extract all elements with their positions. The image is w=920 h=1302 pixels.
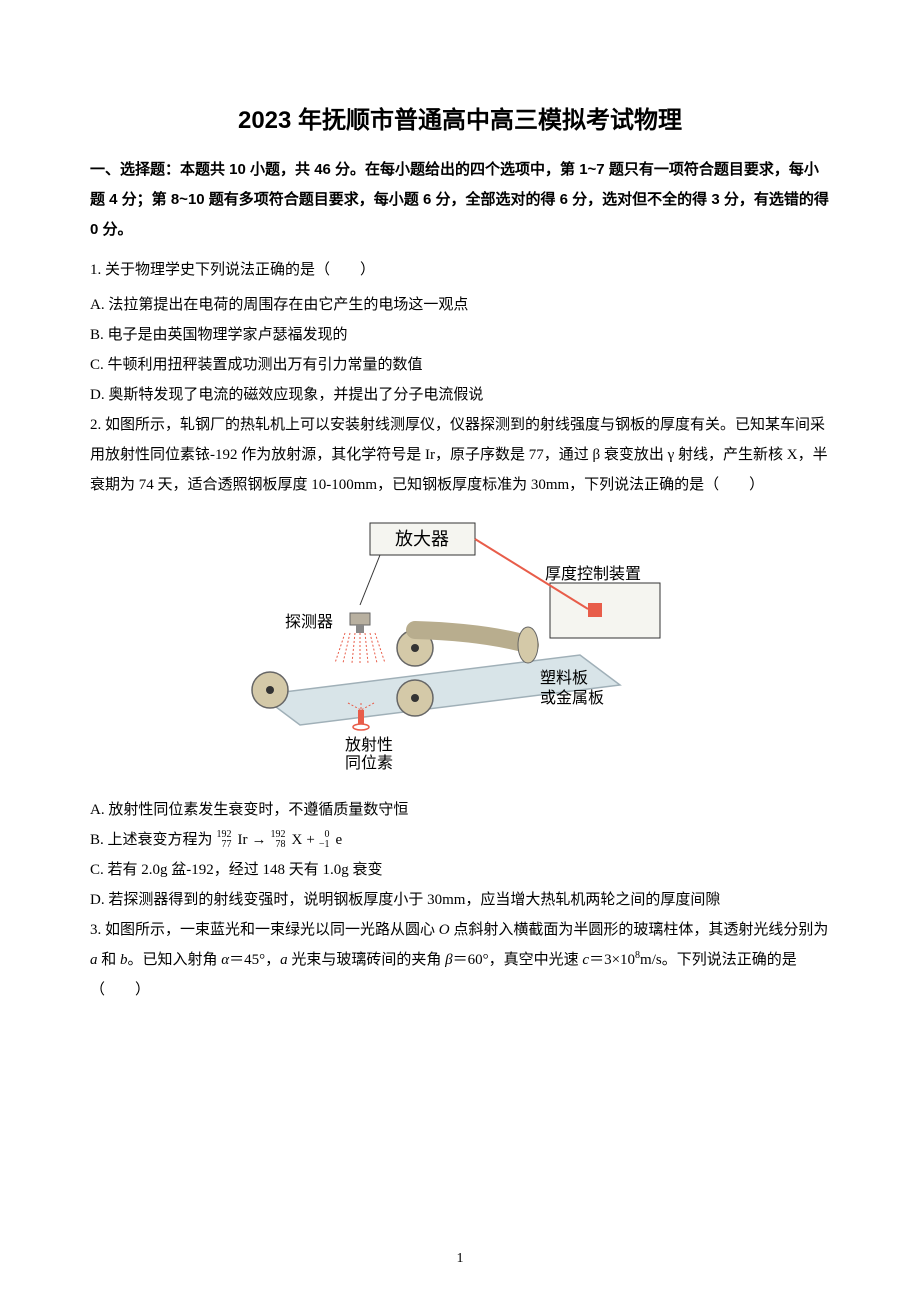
plate-label-2: 或金属板 — [540, 689, 604, 707]
q2-option-b: B. 上述衰变方程为 192 77 Ir → 192 78 X + 0 −1 e — [90, 825, 830, 855]
nuclide-ir-sym: Ir — [238, 825, 248, 855]
nuclide-x-prefix: 192 78 — [271, 830, 286, 850]
control-indicator — [588, 603, 602, 617]
isotope-label-1: 放射性 — [345, 736, 393, 754]
q2-b-prefix: B. 上述衰变方程为 — [90, 825, 213, 855]
thickness-control-box — [550, 583, 660, 638]
q2-option-d: D. 若探测器得到的射线变强时，说明钢板厚度小于 30mm，应当增大热轧机两轮之… — [90, 885, 830, 915]
roller-end — [518, 627, 538, 663]
nuclide-ir-prefix: 192 77 — [217, 830, 232, 850]
bottom-roller-center — [411, 694, 419, 702]
q1-stem: 1. 关于物理学史下列说法正确的是（ ） — [90, 255, 830, 285]
q2-option-c: C. 若有 2.0g 盆-192，经过 148 天有 1.0g 衰变 — [90, 855, 830, 885]
detector-label: 探测器 — [285, 613, 333, 631]
radiation-rays — [335, 633, 385, 663]
detector-tip — [356, 625, 364, 633]
plate-label-1: 塑料板 — [540, 669, 588, 687]
nuclide-x-sym: X — [292, 825, 303, 855]
connector-line-1 — [360, 555, 380, 605]
thickness-control-label: 厚度控制装置 — [545, 565, 641, 583]
q2-option-a: A. 放射性同位素发生衰变时，不遵循质量数守恒 — [90, 795, 830, 825]
main-title: 2023 年抚顺市普通高中高三模拟考试物理 — [90, 100, 830, 135]
q1-option-c: C. 牛顿利用扭秤装置成功测出万有引力常量的数值 — [90, 350, 830, 380]
q1-option-d: D. 奥斯特发现了电流的磁效应现象，并提出了分子电流假说 — [90, 380, 830, 410]
q1-option-b: B. 电子是由英国物理学家卢瑟福发现的 — [90, 320, 830, 350]
plus: + — [306, 825, 314, 855]
section-heading: 一、选择题：本题共 10 小题，共 46 分。在每小题给出的四个选项中，第 1~… — [90, 155, 830, 245]
source-base — [353, 724, 369, 730]
nuclide-e-sym: e — [335, 825, 342, 855]
q1-option-a: A. 法拉第提出在电荷的周围存在由它产生的电场这一观点 — [90, 290, 830, 320]
top-roller-center — [411, 644, 419, 652]
nuclide-e-prefix: 0 −1 — [319, 830, 330, 850]
left-roller-center — [266, 686, 274, 694]
detector-body — [350, 613, 370, 625]
page-number: 1 — [0, 1251, 920, 1267]
thickness-gauge-diagram: 放大器 厚度控制装置 塑料板 或金属板 探测器 — [90, 515, 830, 780]
amplifier-label: 放大器 — [395, 529, 449, 549]
source-body — [358, 710, 364, 724]
q3-stem: 3. 如图所示，一束蓝光和一束绿光以同一光路从圆心 O 点斜射入横截面为半圆形的… — [90, 915, 830, 1005]
isotope-label-2: 同位素 — [345, 754, 393, 772]
q2-stem: 2. 如图所示，轧钢厂的热轧机上可以安装射线测厚仪，仪器探测到的射线强度与钢板的… — [90, 410, 830, 500]
arrow: → — [252, 825, 267, 855]
diagram-svg: 放大器 厚度控制装置 塑料板 或金属板 探测器 — [240, 515, 680, 775]
